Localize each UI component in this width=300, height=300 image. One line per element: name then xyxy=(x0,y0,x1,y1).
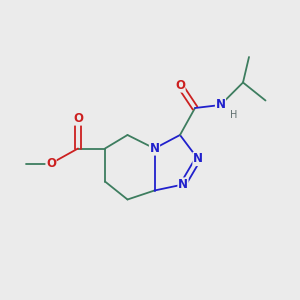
Text: N: N xyxy=(215,98,226,112)
Text: O: O xyxy=(73,112,83,125)
Text: O: O xyxy=(46,157,56,170)
Text: N: N xyxy=(193,152,203,166)
Text: N: N xyxy=(149,142,160,155)
Text: H: H xyxy=(230,110,238,120)
Text: N: N xyxy=(178,178,188,191)
Text: O: O xyxy=(175,79,185,92)
